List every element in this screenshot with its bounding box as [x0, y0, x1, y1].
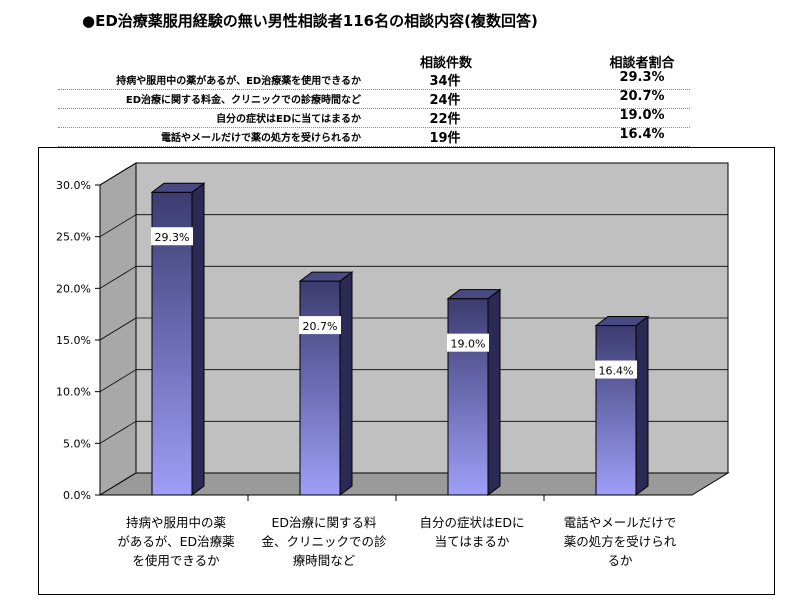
bar — [595, 325, 637, 496]
gridline — [99, 317, 137, 341]
bar-top — [298, 271, 354, 282]
table-row-label: ED治療に関する料金、クリニックでの診療時間など — [125, 95, 361, 106]
data-label: 20.7% — [303, 320, 338, 333]
data-label-box — [299, 316, 341, 335]
y-tick-label: 20.0% — [56, 282, 91, 295]
x-tick-label: ED治療に関する料 — [271, 515, 377, 530]
gridline — [99, 214, 137, 238]
y-tick-label: 0.0% — [63, 489, 91, 502]
bar-side — [487, 288, 501, 496]
bar-side — [635, 315, 649, 496]
x-tick-label: 持病や服用中の薬 — [126, 515, 227, 530]
table-header-ratio: 相談者割合 — [609, 56, 675, 71]
x-tick-label: 療時間など — [293, 553, 356, 568]
y-tick-label: 30.0% — [56, 179, 91, 192]
bar-top — [150, 182, 206, 193]
table-row-label: 持病や服用中の薬があるが、ED治療薬を使用できるか — [116, 76, 361, 87]
bar-top — [594, 316, 650, 327]
table-divider — [58, 127, 690, 128]
table-row-ratio: 16.4% — [619, 127, 665, 142]
table-row-ratio: 20.7% — [619, 89, 665, 104]
table-row-count: 22件 — [429, 112, 461, 127]
table-row-ratio: 19.0% — [619, 108, 665, 123]
table-row-ratio: 29.3% — [619, 70, 665, 85]
y-tick-label: 10.0% — [56, 386, 91, 399]
data-label: 16.4% — [599, 365, 634, 378]
table-row-count: 19件 — [429, 131, 461, 146]
y-tick-label: 5.0% — [63, 437, 91, 450]
chart-title: ●ED治療薬服用経験の無い男性相談者116名の相談内容(複数回答) — [82, 12, 538, 30]
data-label: 19.0% — [451, 338, 486, 351]
table-row-count: 24件 — [429, 93, 461, 108]
gridline — [99, 265, 137, 289]
table-row: 自分の症状はEDに当てはまるか 22件 19.0% — [0, 108, 785, 127]
x-tick-label: るか — [607, 553, 633, 568]
data-label-box — [151, 227, 193, 246]
table-row: 電話やメールだけで薬の処方を受けられるか 19件 16.4% — [0, 127, 785, 146]
table-row-count: 34件 — [429, 74, 461, 89]
table-divider — [58, 89, 690, 90]
x-tick-label: 当てはまるか — [435, 534, 510, 549]
table-divider — [58, 146, 690, 147]
x-tick-label: 電話やメールだけで — [564, 515, 677, 530]
bar — [299, 280, 341, 496]
bar-top — [446, 289, 502, 300]
table-divider — [58, 108, 690, 109]
y-tick-label: 25.0% — [56, 231, 91, 244]
chart-frame — [38, 147, 775, 595]
data-label-box — [447, 333, 489, 352]
bar — [447, 298, 489, 496]
x-tick-label: 自分の症状はEDに — [419, 515, 524, 530]
x-tick-label: があるが、ED治療薬 — [117, 534, 235, 549]
bar-side — [191, 182, 205, 496]
data-label: 29.3% — [155, 231, 190, 244]
gridline — [99, 420, 137, 444]
table-row-label: 自分の症状はEDに当てはまるか — [216, 114, 361, 125]
y-tick-label: 15.0% — [56, 334, 91, 347]
table-header-count: 相談件数 — [419, 56, 472, 71]
bar-side — [339, 271, 353, 496]
x-tick-label: 薬の処方を受けられ — [564, 534, 677, 549]
gridline — [99, 162, 137, 186]
x-tick-label: 金、クリニックでの診 — [261, 534, 387, 549]
table-row: 持病や服用中の薬があるが、ED治療薬を使用できるか 34件 29.3% — [0, 70, 785, 89]
data-label-box — [595, 360, 637, 379]
table-row-label: 電話やメールだけで薬の処方を受けられるか — [161, 133, 361, 144]
x-tick-label: を使用できるか — [132, 553, 220, 568]
gridline — [99, 369, 137, 393]
table-row: ED治療に関する料金、クリニックでの診療時間など 24件 20.7% — [0, 89, 785, 108]
